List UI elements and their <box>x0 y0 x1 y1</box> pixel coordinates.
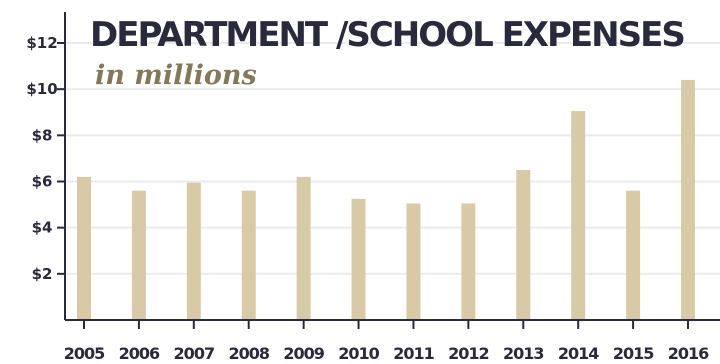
bar-2012 <box>461 203 476 320</box>
y-tick-label: $4 <box>32 219 53 237</box>
y-ticks: $2 $4 $6 $8 $10 $12 <box>26 34 65 283</box>
y-tick-label: $2 <box>32 265 53 283</box>
gridlines <box>65 42 720 275</box>
bar-2011 <box>406 203 421 320</box>
x-tick-label: 2016 <box>668 344 709 363</box>
bar-2013 <box>516 169 531 320</box>
x-tick-label: 2015 <box>613 344 654 363</box>
bar-2016 <box>681 79 695 320</box>
x-ticks: 2005 2006 2007 2008 2009 2010 2011 2012 2013 2014… <box>64 320 710 363</box>
x-tick-label: 2005 <box>64 344 105 363</box>
y-tick-label: $12 <box>26 34 57 52</box>
x-tick-label: 2010 <box>338 344 379 363</box>
bar-2005 <box>77 176 91 320</box>
x-tick-label: 2007 <box>174 344 215 363</box>
x-tick-label: 2009 <box>283 344 324 363</box>
bars <box>77 79 695 321</box>
y-tick-label: $10 <box>26 80 57 98</box>
bar-2015 <box>626 190 641 320</box>
bar-2009 <box>296 176 311 320</box>
chart-title: DEPARTMENT /SCHOOL EXPENSES <box>90 15 684 55</box>
bar-2014 <box>571 111 586 321</box>
x-tick-label: 2013 <box>503 344 544 363</box>
bar-2006 <box>131 190 146 320</box>
x-tick-label: 2014 <box>558 344 599 363</box>
y-tick-label: $6 <box>32 173 53 191</box>
y-tick-label: $8 <box>32 126 53 144</box>
bar-2010 <box>351 198 366 320</box>
bar-2008 <box>241 190 256 320</box>
bar-2007 <box>186 182 201 320</box>
x-tick-label: 2012 <box>448 344 489 363</box>
x-tick-label: 2006 <box>119 344 160 363</box>
chart-subtitle: in millions <box>95 60 257 91</box>
x-tick-label: 2008 <box>228 344 269 363</box>
x-tick-label: 2011 <box>393 344 434 363</box>
